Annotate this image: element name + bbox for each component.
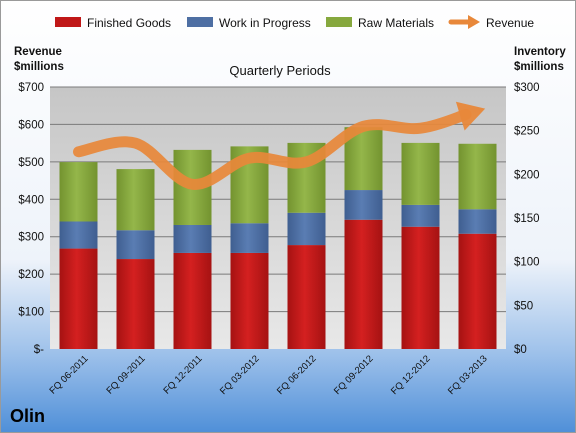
- bar-finished-goods: [287, 245, 326, 349]
- bar-finished-goods: [116, 259, 155, 349]
- legend-swatch-work-in-progress: [187, 17, 213, 27]
- bar-finished-goods: [344, 219, 383, 349]
- bar-work-in-progress: [401, 204, 440, 227]
- legend-label-work-in-progress: Work in Progress: [219, 16, 311, 30]
- right-axis-title-line1: Inventory: [514, 46, 566, 58]
- y-right-tick-label: $0: [514, 344, 527, 356]
- legend-arrow-head-revenue: [468, 15, 480, 29]
- revenue-line: [73, 108, 472, 190]
- bar-finished-goods: [59, 248, 98, 349]
- y-right-tick-label: $100: [514, 257, 540, 269]
- bar-work-in-progress: [173, 224, 212, 253]
- y-right-tick-label: $200: [514, 169, 540, 181]
- y-left-tick-label: $-: [34, 344, 44, 356]
- y-right-tick-label: $300: [514, 82, 540, 94]
- bar-work-in-progress: [287, 212, 326, 246]
- y-left-tick-label: $600: [18, 119, 44, 131]
- bar-raw-materials: [401, 142, 440, 205]
- bar-finished-goods: [230, 252, 269, 349]
- bar-finished-goods: [458, 233, 497, 349]
- revenue-line-layer: [73, 101, 486, 190]
- legend-swatch-finished-goods: [55, 17, 81, 27]
- bar-work-in-progress: [116, 230, 155, 260]
- revenue-arrow-head: [455, 101, 486, 131]
- right-axis-title-line2: $millions: [514, 61, 564, 73]
- legend-label-raw-materials: Raw Materials: [358, 16, 434, 30]
- y-left-tick-label: $400: [18, 194, 44, 206]
- bar-work-in-progress: [230, 223, 269, 253]
- left-axis-title-line1: Revenue: [14, 46, 62, 58]
- y-left-tick-label: $100: [18, 307, 44, 319]
- chart-title: Quarterly Periods: [229, 63, 331, 78]
- bar-work-in-progress: [344, 190, 383, 220]
- y-left-tick-label: $300: [18, 232, 44, 244]
- company-name: Olin: [10, 406, 45, 426]
- left-axis-title-line2: $millions: [14, 61, 64, 73]
- bar-raw-materials: [116, 169, 155, 231]
- y-left-tick-label: $200: [18, 269, 44, 281]
- y-left-tick-label: $500: [18, 157, 44, 169]
- y-right-tick-label: $150: [514, 213, 540, 225]
- legend-swatch-raw-materials: [326, 17, 352, 27]
- bar-work-in-progress: [458, 209, 497, 234]
- legend-label-finished-goods: Finished Goods: [87, 16, 171, 30]
- bar-work-in-progress: [59, 221, 98, 249]
- legend: Finished Goods Work in Progress Raw Mate…: [55, 15, 534, 30]
- bar-finished-goods: [173, 252, 212, 349]
- bar-series: [59, 127, 497, 349]
- legend-label-revenue: Revenue: [486, 16, 534, 30]
- bar-raw-materials: [59, 162, 98, 222]
- y-left-tick-label: $700: [18, 82, 44, 94]
- bar-finished-goods: [401, 226, 440, 349]
- y-right-tick-label: $50: [514, 300, 533, 312]
- bar-raw-materials: [458, 143, 497, 210]
- y-right-tick-label: $250: [514, 126, 540, 138]
